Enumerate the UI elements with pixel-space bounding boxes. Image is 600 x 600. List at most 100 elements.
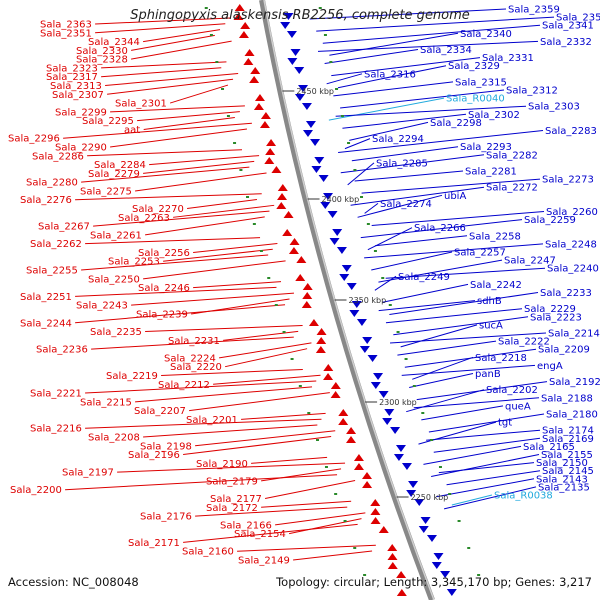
green-marker: [340, 115, 344, 117]
forward-gene-label: Sala_2229: [524, 304, 576, 315]
forward-gene-arrow: [332, 229, 343, 236]
reverse-gene-label: Sala_2171: [128, 538, 180, 549]
reverse-gene-connector: [131, 292, 295, 306]
forward-gene-connectors: [309, 8, 555, 510]
forward-gene-label: Sala_2274: [380, 199, 432, 210]
forward-gene-connector: [316, 16, 555, 32]
forward-gene-label: Sala_2248: [545, 239, 597, 250]
forward-gene-connector: [344, 138, 371, 150]
reverse-gene-label: Sala_2290: [55, 143, 107, 154]
forward-gene-label: Sala_2260: [546, 207, 598, 218]
reverse-gene-arrow: [370, 517, 381, 524]
reverse-gene-arrow: [259, 121, 270, 128]
reverse-gene-connector: [223, 330, 299, 341]
forward-gene-arrow: [401, 463, 412, 470]
forward-gene-label: Sala_2303: [528, 102, 580, 113]
forward-gene-arrow: [294, 67, 305, 74]
forward-gene-connector: [309, 8, 507, 20]
green-marker: [204, 7, 208, 9]
reverse-gene-label: Sala_2239: [136, 309, 188, 320]
reverse-gene-arrow: [302, 292, 313, 299]
forward-gene-arrow: [395, 445, 406, 452]
forward-gene-arrow: [339, 274, 350, 281]
forward-gene-connector: [371, 211, 545, 226]
green-marker: [252, 223, 256, 225]
reverse-gene-label: Sala_2243: [76, 301, 128, 312]
reverse-gene-label: Sala_2166: [220, 520, 272, 531]
green-marker: [209, 34, 213, 36]
reverse-gene-connector: [265, 480, 356, 499]
forward-gene-arrow: [393, 454, 404, 461]
forward-gene-connector: [338, 130, 544, 153]
reverse-gene-label: Sala_2196: [128, 450, 180, 461]
accession-text: Accession: NC_008048: [8, 575, 139, 589]
reverse-gene-connector: [95, 23, 226, 34]
forward-gene-connector: [413, 397, 540, 409]
forward-gene-connector: [428, 413, 545, 433]
reverse-gene-connector: [135, 386, 313, 403]
forward-gene-connector: [371, 251, 453, 271]
forward-gene-arrow: [280, 22, 291, 29]
forward-gene-label: Sala_2302: [468, 110, 520, 121]
reverse-gene-connector: [187, 199, 257, 210]
forward-gene-connector: [349, 121, 429, 141]
reverse-gene-connector: [107, 78, 234, 95]
reverse-gene-label: Sala_2231: [168, 336, 220, 347]
green-marker: [467, 547, 471, 549]
forward-gene-connector: [389, 332, 547, 344]
reverse-gene-connector: [137, 111, 240, 122]
reverse-gene-connector: [110, 105, 245, 113]
forward-gene-arrow: [373, 373, 384, 380]
forward-gene-arrow: [290, 49, 301, 56]
reverse-gene-connector: [105, 73, 239, 87]
forward-gene-connector: [340, 154, 485, 174]
forward-gene-label: Sala_2332: [540, 37, 592, 48]
reverse-gene-arrow: [271, 166, 282, 173]
forward-gene-label: Sala_2266: [414, 223, 466, 234]
reverse-gene-connector: [131, 34, 215, 51]
reverse-gene-arrow: [288, 247, 299, 254]
reverse-gene-label: Sala_2149: [238, 556, 290, 567]
reverse-gene-label: Sala_2197: [62, 468, 114, 479]
reverse-gene-arrow: [238, 31, 249, 38]
reverse-gene-connector: [85, 380, 317, 394]
green-marker: [381, 277, 385, 279]
forward-gene-label: Sala_2340: [460, 29, 512, 40]
reverse-gene-arrow: [323, 373, 334, 380]
reverse-gene-arrow: [370, 499, 381, 506]
forward-gene-label: Sala_2285: [376, 158, 428, 169]
forward-gene-arrow: [414, 499, 425, 506]
reverse-gene-label: Sala_2253: [108, 257, 160, 268]
reverse-gene-arrow: [276, 202, 287, 209]
reverse-gene-arrow: [260, 112, 271, 119]
forward-gene-label: Sala_2281: [465, 167, 517, 178]
reverse-gene-label: Sala_2198: [140, 441, 192, 452]
genome-backbone: [259, 0, 435, 600]
map-title: Sphingopyxis alaskensis RB2256, complete…: [130, 8, 470, 23]
forward-gene-label: Sala_2273: [542, 175, 594, 186]
reverse-gene-connector: [288, 518, 362, 535]
forward-gene-connector: [367, 227, 413, 251]
reverse-gene-connectors: [63, 17, 376, 561]
forward-gene-arrow: [283, 13, 294, 20]
forward-gene-label: Sala_2222: [498, 337, 550, 348]
green-marker: [388, 304, 392, 306]
reverse-gene-arrow: [264, 157, 275, 164]
forward-gene-label: Sala_2316: [364, 69, 416, 80]
reverse-gene-label: Sala_2299: [55, 107, 107, 118]
forward-gene-label: Sala_2298: [430, 118, 482, 129]
reverse-gene-label: Sala_2246: [138, 283, 190, 294]
reverse-gene-connector: [87, 149, 243, 157]
reverse-gene-connector: [75, 193, 262, 201]
reverse-gene-label: Sala_2295: [82, 116, 134, 127]
reverse-gene-label: Sala_2190: [196, 459, 248, 470]
reverse-gene-connector: [241, 412, 326, 420]
reverse-gene-connector: [143, 160, 255, 174]
forward-gene-connector: [409, 373, 474, 388]
reverse-gene-connector: [224, 348, 308, 368]
reverse-gene-label: aat: [124, 125, 140, 136]
reverse-gene-label: Sala_2344: [88, 37, 140, 48]
scale-tick-label: 2250 kbp: [411, 493, 449, 502]
reverse-gene-arrow: [387, 562, 398, 569]
